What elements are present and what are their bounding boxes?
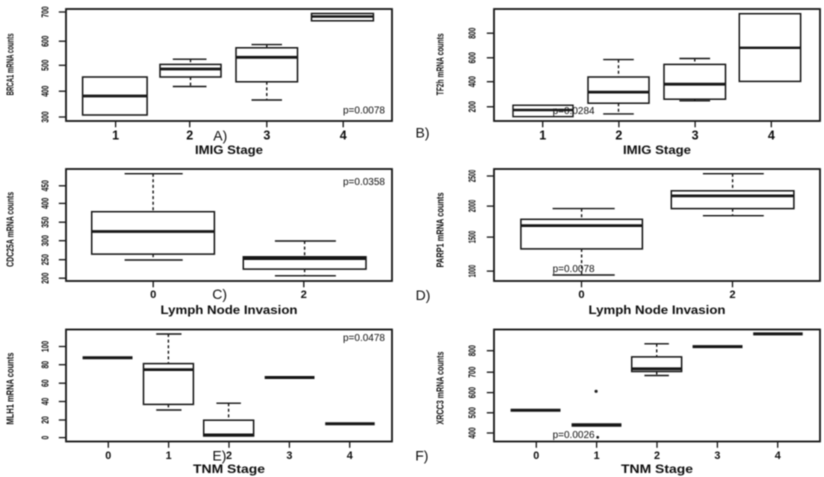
svg-text:450: 450 [41,180,52,191]
svg-text:700: 700 [41,6,52,17]
svg-text:1: 1 [166,450,172,462]
svg-text:4: 4 [347,450,353,462]
svg-text:20: 20 [41,416,52,424]
svg-text:250: 250 [41,254,52,265]
svg-text:600: 600 [468,387,479,398]
svg-text:C): C) [212,286,227,302]
svg-text:200: 200 [468,101,479,112]
svg-text:2000: 2000 [468,200,479,213]
svg-text:0: 0 [578,289,584,301]
svg-text:800: 800 [468,345,479,356]
svg-text:300: 300 [41,235,52,246]
svg-text:100: 100 [41,341,52,352]
svg-text:4: 4 [768,129,775,143]
svg-text:MLH1 mRNA counts: MLH1 mRNA counts [6,352,17,424]
svg-text:A): A) [213,127,227,143]
svg-text:p=0.0284: p=0.0284 [553,106,595,117]
svg-text:3: 3 [714,450,720,462]
svg-text:800: 800 [468,27,479,38]
svg-text:F): F) [415,448,428,464]
svg-text:500: 500 [41,59,52,70]
svg-text:4: 4 [775,450,781,462]
svg-text:2: 2 [301,289,307,301]
svg-text:700: 700 [468,366,479,377]
svg-text:350: 350 [41,216,52,227]
svg-text:40: 40 [41,397,52,405]
svg-text:600: 600 [468,52,479,63]
svg-text:B): B) [416,124,430,140]
svg-text:CDC25A mRNA counts: CDC25A mRNA counts [6,192,17,267]
svg-text:80: 80 [41,361,52,369]
svg-text:500: 500 [468,407,479,418]
svg-text:0: 0 [41,435,52,439]
svg-text:1: 1 [539,129,546,143]
svg-text:p=0.0478: p=0.0478 [343,333,385,344]
svg-text:p=0.0358: p=0.0358 [343,177,385,188]
svg-text:400: 400 [468,76,479,87]
svg-text:2: 2 [654,450,660,462]
svg-text:TNM Stage: TNM Stage [621,464,693,476]
svg-text:1000: 1000 [468,265,479,278]
svg-text:3: 3 [263,129,270,143]
svg-text:1: 1 [594,450,600,462]
svg-text:IMIG Stage: IMIG Stage [195,145,263,157]
svg-text:2500: 2500 [468,169,479,182]
svg-text:E): E) [212,448,226,464]
svg-text:2: 2 [226,450,232,462]
svg-text:0: 0 [533,450,539,462]
svg-text:D): D) [416,287,431,303]
svg-text:IMIG Stage: IMIG Stage [623,145,691,157]
svg-text:PARP1 mRNA counts: PARP1 mRNA counts [436,192,447,267]
svg-text:2: 2 [615,129,622,143]
svg-text:TF2h mRNA counts: TF2h mRNA counts [436,33,447,95]
svg-text:Lymph Node Invasion: Lymph Node Invasion [161,305,298,317]
svg-text:TNM Stage: TNM Stage [193,464,265,476]
svg-text:300: 300 [41,111,52,122]
svg-text:2: 2 [729,289,735,301]
svg-text:Lymph Node Invasion: Lymph Node Invasion [589,305,726,317]
svg-text:4: 4 [340,129,347,143]
svg-text:p=0.0078: p=0.0078 [343,106,385,117]
svg-text:600: 600 [41,35,52,46]
svg-text:0: 0 [150,289,156,301]
svg-text:1: 1 [112,129,119,143]
svg-text:p=0.0078: p=0.0078 [553,264,595,275]
svg-text:p=0.0026: p=0.0026 [553,430,595,441]
svg-text:2: 2 [186,129,193,143]
svg-text:200: 200 [41,272,52,283]
svg-text:400: 400 [41,85,52,96]
svg-text:400: 400 [41,198,52,209]
svg-text:3: 3 [692,129,699,143]
svg-text:0: 0 [105,450,111,462]
svg-text:1500: 1500 [468,231,479,244]
svg-text:60: 60 [41,379,52,387]
svg-text:3: 3 [286,450,292,462]
svg-text:BRCA1 mRNA counts: BRCA1 mRNA counts [6,33,17,95]
svg-text:400: 400 [468,427,479,438]
svg-text:XRCC3 mRNA counts: XRCC3 mRNA counts [436,351,447,424]
